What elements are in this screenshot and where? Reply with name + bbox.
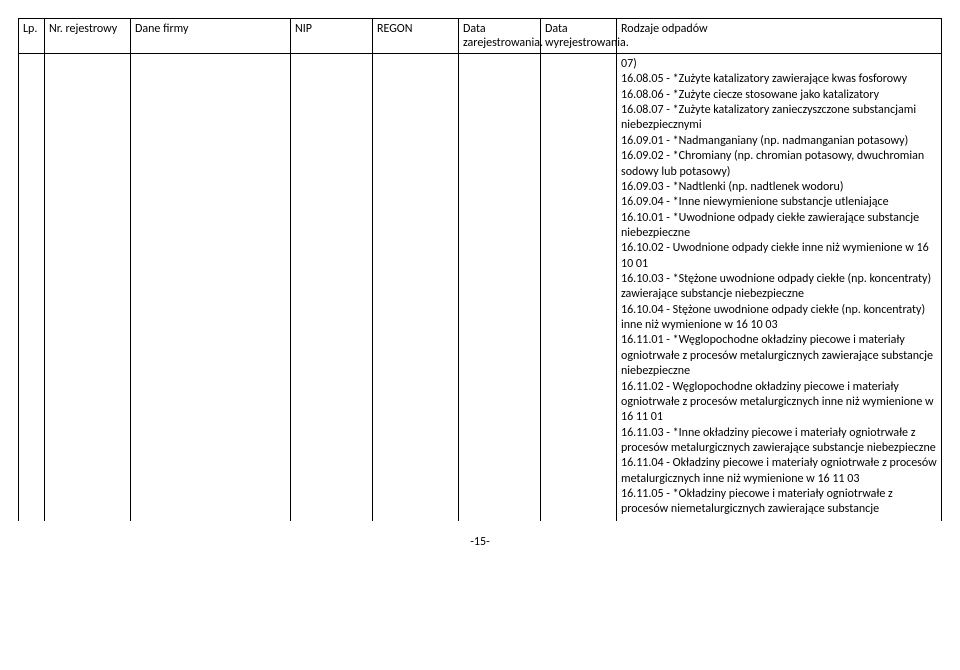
cell-rodz: 07)16.08.05 - *Zużyte katalizatory zawie… [617,54,942,521]
col-header-regon: REGON [373,19,459,54]
cell-regon [373,54,459,521]
col-header-nip: NIP [291,19,373,54]
cell-d2 [541,54,617,521]
waste-code-line: 16.11.05 - *Okładziny piecowe i materiał… [621,487,937,518]
cell-lp [19,54,45,521]
waste-code-line: 16.11.02 - Węglopochodne okładziny pieco… [621,380,937,426]
col-header-firm: Dane firmy [131,19,291,54]
table-row: 07)16.08.05 - *Zużyte katalizatory zawie… [19,54,942,521]
table-header-row: Lp. Nr. rejestrowy Dane firmy NIP REGON … [19,19,942,54]
waste-code-line: 16.10.02 - Uwodnione odpady ciekłe inne … [621,241,937,272]
registry-table: Lp. Nr. rejestrowy Dane firmy NIP REGON … [18,18,942,521]
waste-code-line: 16.11.01 - *Węglopochodne okładziny piec… [621,333,937,379]
waste-code-line: 16.11.04 - Okładziny piecowe i materiały… [621,456,937,487]
col-header-d2: Data wyrejestrowania. [541,19,617,54]
cell-nip [291,54,373,521]
waste-code-line: 16.08.07 - *Zużyte katalizatory zanieczy… [621,103,937,134]
cell-d1 [459,54,541,521]
waste-code-line: 16.09.03 - *Nadtlenki (np. nadtlenek wod… [621,180,937,195]
cell-firm [131,54,291,521]
waste-code-line: 16.10.04 - Stężone uwodnione odpady ciek… [621,303,937,334]
waste-codes-list: 07)16.08.05 - *Zużyte katalizatory zawie… [621,57,937,518]
waste-code-line: 16.09.02 - *Chromiany (np. chromian pota… [621,149,937,180]
waste-code-line: 16.08.06 - *Zużyte ciecze stosowane jako… [621,88,937,103]
waste-code-line: 07) [621,57,937,72]
waste-code-line: 16.09.01 - *Nadmanganiany (np. nadmangan… [621,134,937,149]
waste-code-line: 16.10.01 - *Uwodnione odpady ciekłe zawi… [621,211,937,242]
col-header-d1: Data zarejestrowania. [459,19,541,54]
waste-code-line: 16.09.04 - *Inne niewymienione substancj… [621,195,937,210]
page-number: -15- [18,535,942,549]
col-header-lp: Lp. [19,19,45,54]
waste-code-line: 16.08.05 - *Zużyte katalizatory zawieraj… [621,72,937,87]
col-header-rodz: Rodzaje odpadów [617,19,942,54]
waste-code-line: 16.10.03 - *Stężone uwodnione odpady cie… [621,272,937,303]
cell-nr [45,54,131,521]
waste-code-line: 16.11.03 - *Inne okładziny piecowe i mat… [621,426,937,457]
col-header-nr: Nr. rejestrowy [45,19,131,54]
